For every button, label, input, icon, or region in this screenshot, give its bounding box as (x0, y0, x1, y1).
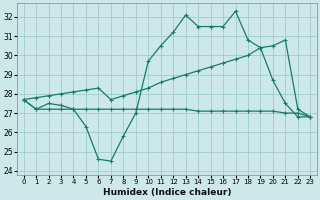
X-axis label: Humidex (Indice chaleur): Humidex (Indice chaleur) (103, 188, 231, 197)
